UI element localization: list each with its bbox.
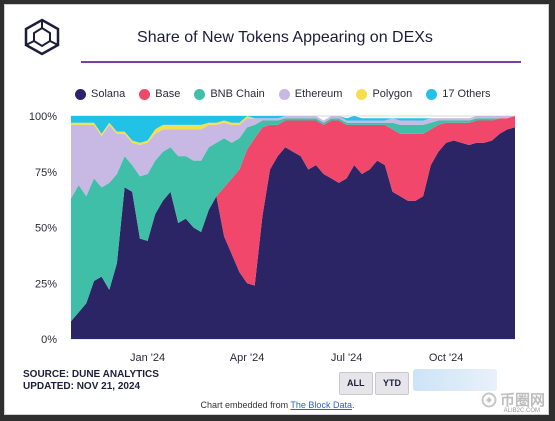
legend-swatch-solana	[75, 88, 86, 100]
source-note: SOURCE: DUNE ANALYTICS UPDATED: NOV 21, …	[23, 369, 159, 393]
chart-title: Share of New Tokens Appearing on DEXs	[137, 29, 433, 46]
the-block-data-link[interactable]: The Block Data	[290, 400, 352, 410]
embed-suffix: .	[351, 400, 355, 410]
legend-item-ethereum[interactable]: Ethereum	[278, 88, 343, 100]
legend-item-solana[interactable]: Solana	[75, 88, 125, 100]
y-tick-label: 100%	[29, 111, 57, 123]
area-solana[interactable]	[71, 127, 515, 339]
x-tick-label: Jan '24	[130, 352, 165, 364]
legend-swatch-base	[139, 88, 151, 100]
chart-card: Share of New Tokens Appearing on DEXs So…	[4, 4, 549, 415]
legend-item-polygon[interactable]: Polygon	[356, 88, 412, 100]
area-17-others[interactable]	[71, 116, 515, 143]
legend-label-bnb-chain: BNB Chain	[210, 88, 265, 100]
y-tick-label: 75%	[35, 167, 57, 179]
range-selector[interactable]	[413, 369, 497, 391]
area-ethereum[interactable]	[71, 116, 515, 199]
the-block-logo-icon	[24, 18, 60, 56]
source-text: SOURCE: DUNE ANALYTICS	[23, 369, 159, 380]
legend-swatch-17-others	[426, 88, 438, 100]
watermark-text: 币圈网	[499, 392, 545, 409]
area-base[interactable]	[71, 116, 515, 322]
legend-label-base: Base	[155, 88, 181, 100]
legend-label-17-others: 17 Others	[442, 88, 491, 100]
legend-swatch-ethereum	[278, 88, 290, 100]
x-tick-label: Oct '24	[429, 352, 464, 364]
area-bnb-chain[interactable]	[71, 116, 515, 322]
watermark-subtext: ALIB2C.COM	[503, 408, 540, 414]
y-tick-label: 0%	[41, 334, 57, 346]
y-tick-label: 25%	[35, 278, 57, 290]
legend-label-solana: Solana	[91, 88, 126, 100]
legend-swatch-bnb-chain	[194, 88, 206, 100]
embed-credit: Chart embedded from The Block Data.	[5, 400, 550, 410]
legend-item-bnb-chain[interactable]: BNB Chain	[194, 88, 265, 100]
legend-item-17-others[interactable]: 17 Others	[426, 88, 491, 100]
legend-label-polygon: Polygon	[372, 88, 413, 100]
legend-swatch-polygon	[356, 88, 368, 100]
x-tick-label: Apr '24	[230, 352, 265, 364]
legend-label-ethereum: Ethereum	[294, 88, 343, 100]
site-watermark: 币圈网	[481, 389, 545, 410]
range-all-button[interactable]: ALL	[339, 372, 373, 395]
embed-prefix: Chart embedded from	[200, 400, 291, 410]
x-tick-label: Jul '24	[331, 352, 362, 364]
chart-legend: Solana Base BNB Chain Ethereum Polygon 1…	[75, 84, 491, 104]
legend-item-base[interactable]: Base	[139, 88, 180, 100]
stacked-area-chart[interactable]: 0% 25% 50% 75% 100% Jan '24 Apr '24 Jul '24 Oct …	[5, 5, 550, 365]
range-ytd-button[interactable]: YTD	[375, 372, 409, 395]
title-divider	[81, 61, 521, 63]
area-polygon[interactable]	[71, 116, 515, 145]
watermark-logo-icon	[481, 392, 497, 407]
updated-text: UPDATED: NOV 21, 2024	[23, 381, 141, 392]
y-tick-label: 50%	[35, 223, 57, 235]
